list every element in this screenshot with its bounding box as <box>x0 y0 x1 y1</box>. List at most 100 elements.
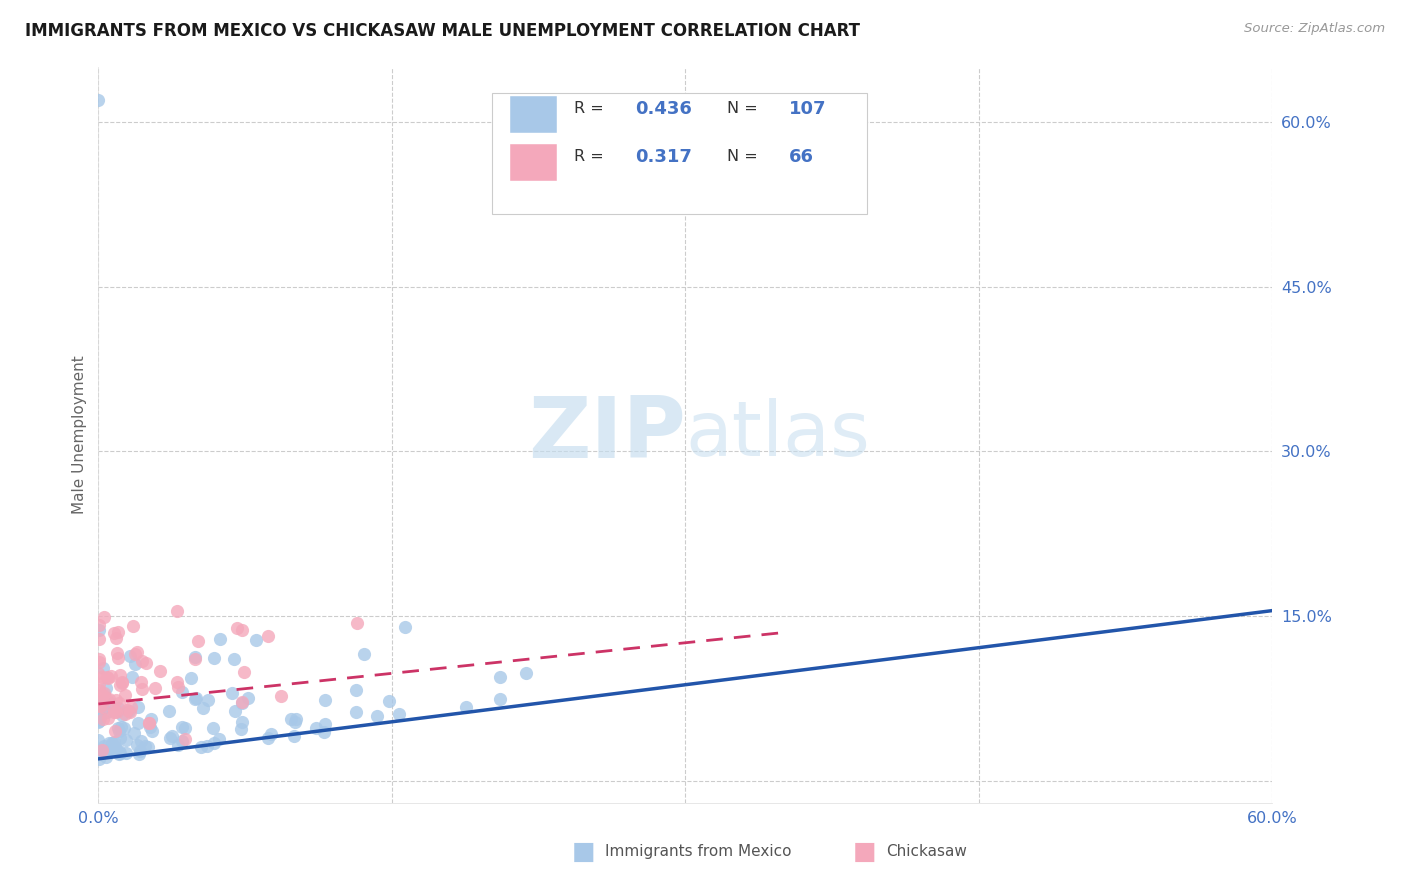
Point <box>280 712 302 726</box>
Point <box>87 618 110 632</box>
Point <box>91 712 114 726</box>
Point <box>346 615 368 630</box>
Point <box>143 681 166 696</box>
Point <box>184 649 207 664</box>
Point <box>172 684 194 698</box>
Text: atlas: atlas <box>686 398 870 472</box>
Point <box>89 623 111 637</box>
Point <box>110 678 132 692</box>
Text: 66: 66 <box>789 148 814 166</box>
Text: 0.436: 0.436 <box>636 100 692 118</box>
Point <box>96 750 118 764</box>
Point <box>166 674 188 689</box>
Point <box>100 743 122 757</box>
Point <box>135 656 157 670</box>
Text: N =: N = <box>727 149 762 164</box>
Point <box>195 739 218 753</box>
Point <box>96 743 118 757</box>
Point <box>87 706 110 720</box>
Point <box>197 693 219 707</box>
Point <box>107 721 129 735</box>
Point <box>112 721 135 735</box>
Text: Immigrants from Mexico: Immigrants from Mexico <box>605 845 792 859</box>
Point <box>89 652 111 666</box>
Point <box>304 721 326 735</box>
Text: Source: ZipAtlas.com: Source: ZipAtlas.com <box>1244 22 1385 36</box>
Point <box>103 735 125 749</box>
Point <box>87 665 110 680</box>
Point <box>107 744 129 758</box>
Point <box>344 705 367 719</box>
Text: R =: R = <box>574 102 609 116</box>
Point <box>159 731 181 746</box>
Point <box>90 704 112 718</box>
Point <box>105 646 128 660</box>
Point <box>236 691 259 706</box>
Text: ZIP: ZIP <box>527 393 686 476</box>
Point <box>87 714 110 728</box>
Text: Chickasaw: Chickasaw <box>886 845 967 859</box>
Point <box>127 645 149 659</box>
Point <box>184 692 207 706</box>
Point <box>111 675 134 690</box>
Point <box>97 711 120 725</box>
Point <box>180 671 202 685</box>
Point <box>105 705 128 719</box>
Point <box>166 604 188 618</box>
Point <box>108 746 131 760</box>
Point <box>173 731 195 746</box>
Point <box>245 632 267 647</box>
Point <box>97 671 120 685</box>
Point <box>111 707 134 722</box>
Point <box>108 731 131 745</box>
Point <box>107 624 129 639</box>
Point <box>93 610 115 624</box>
Point <box>87 714 110 729</box>
Point <box>456 699 478 714</box>
Point <box>89 655 111 669</box>
Point <box>231 696 253 710</box>
Point <box>149 665 172 679</box>
Point <box>160 729 183 743</box>
Point <box>221 686 243 700</box>
Point <box>208 731 231 746</box>
Text: 0.317: 0.317 <box>636 148 692 166</box>
Point <box>122 725 145 739</box>
Point <box>226 621 249 635</box>
Point <box>129 734 152 748</box>
Point <box>129 744 152 758</box>
Text: ■: ■ <box>572 840 595 863</box>
Point <box>90 700 112 714</box>
Point <box>344 683 367 698</box>
Point <box>94 681 117 695</box>
Point <box>209 632 232 646</box>
Point <box>124 657 146 672</box>
Point <box>121 670 143 684</box>
Point <box>105 692 128 706</box>
Point <box>388 707 411 722</box>
Point <box>89 710 111 724</box>
Point <box>107 700 129 714</box>
Point <box>284 715 307 730</box>
Point <box>87 712 110 726</box>
Point <box>91 688 114 702</box>
Point <box>122 619 145 633</box>
Text: N =: N = <box>727 102 762 116</box>
Point <box>91 661 114 675</box>
Point <box>104 739 127 754</box>
Point <box>489 692 512 706</box>
Point <box>87 691 110 706</box>
Point <box>107 651 129 665</box>
Point <box>127 738 149 752</box>
Point <box>131 681 153 696</box>
Point <box>314 717 336 731</box>
Text: R =: R = <box>574 149 609 164</box>
Point <box>118 705 141 719</box>
Y-axis label: Male Unemployment: Male Unemployment <box>72 356 87 514</box>
Point <box>93 739 115 754</box>
Point <box>98 745 121 759</box>
Point <box>312 725 335 739</box>
Point <box>224 704 246 718</box>
Point <box>115 702 138 716</box>
Point <box>87 733 110 747</box>
